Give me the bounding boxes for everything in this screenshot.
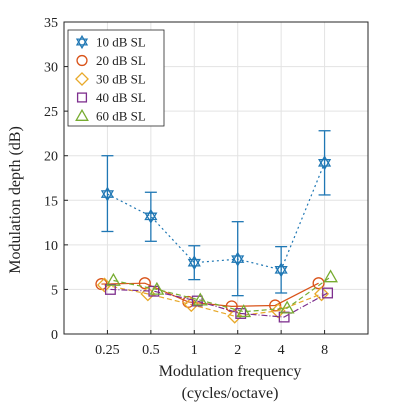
- legend-label: 10 dB SL: [96, 35, 146, 50]
- y-tick-label: 10: [44, 239, 58, 254]
- square-marker: [76, 92, 88, 103]
- legend-entry: 60 dB SL: [75, 108, 146, 124]
- y-tick-label: 30: [44, 61, 58, 76]
- hexagram-marker-part: [187, 258, 201, 271]
- legend-entry: 20 dB SL: [76, 53, 146, 68]
- series-line: [104, 284, 322, 317]
- series-60-db-sl: [106, 269, 338, 318]
- circle-marker: [76, 54, 88, 67]
- x-tick-label: 8: [321, 343, 328, 358]
- triangle-marker: [106, 272, 121, 286]
- series-line: [113, 276, 331, 313]
- hexagram-marker-part: [274, 262, 288, 274]
- triangle-marker: [149, 281, 165, 295]
- legend-entry: 40 dB SL: [76, 90, 146, 105]
- hexagram-marker-part: [317, 155, 332, 167]
- y-axis-ticks: 0 5 10 15 20 25 30 35: [44, 16, 68, 343]
- hexagram-marker: [75, 34, 89, 50]
- hexagram-marker: [231, 251, 245, 267]
- series-line: [107, 162, 326, 271]
- circle-marker: [269, 299, 282, 312]
- y-axis-label: Modulation depth (dB): [7, 126, 24, 274]
- hexagram-marker-part: [75, 34, 89, 46]
- series-40-db-sl: [104, 283, 334, 323]
- triangle-marker: [192, 292, 208, 306]
- y-tick-label: 0: [51, 328, 58, 343]
- hexagram-marker-part: [100, 186, 115, 198]
- legend-entries: 10 dB SL 20 dB SL 30 dB SL 40 dB SL 60 dB SL: [75, 34, 146, 124]
- hexagram-marker: [144, 208, 158, 224]
- circle-marker: [138, 277, 151, 290]
- x-tick-label: 1: [191, 343, 198, 358]
- legend-label: 40 dB SL: [96, 90, 146, 105]
- x-axis-label: Modulation frequency: [159, 363, 302, 380]
- legend-label: 30 dB SL: [96, 72, 146, 87]
- series-10-db-sl: [100, 130, 332, 297]
- triangle-marker: [279, 300, 295, 314]
- legend-box: [67, 29, 165, 127]
- hexagram-marker-part: [187, 255, 201, 267]
- hexagram-marker-part: [231, 255, 245, 267]
- x-tick-label: 4: [278, 343, 285, 358]
- x-tick-label: 0.25: [95, 343, 120, 358]
- triangle-marker: [323, 269, 338, 283]
- y-tick-label: 20: [44, 150, 58, 165]
- hexagram-marker: [187, 255, 201, 271]
- x-axis-label-units: (cycles/octave): [182, 385, 279, 402]
- circle-marker: [312, 277, 325, 290]
- series-30-db-sl: [96, 277, 330, 324]
- y-tick-label: 5: [51, 283, 58, 298]
- series-line: [110, 288, 328, 318]
- hexagram-marker: [274, 262, 288, 278]
- y-tick-label: 25: [44, 105, 58, 120]
- diamond-marker: [314, 286, 330, 302]
- plot-frame: [63, 21, 369, 335]
- x-axis-ticks: 0.25 0.5 1 2 4 8: [95, 330, 328, 358]
- diamond-marker: [75, 72, 89, 86]
- legend: 10 dB SL 20 dB SL 30 dB SL 40 dB SL 60 dB SL: [67, 29, 165, 127]
- hexagram-marker-part: [144, 208, 158, 221]
- hexagram-marker-part: [274, 266, 288, 278]
- legend-label: 60 dB SL: [96, 109, 146, 124]
- triangle-marker: [236, 304, 252, 318]
- legend-label: 20 dB SL: [96, 53, 146, 68]
- y-tick-label: 15: [44, 194, 58, 209]
- square-marker: [322, 287, 334, 299]
- x-tick-label: 2: [234, 343, 241, 358]
- hexagram-marker-part: [317, 159, 332, 171]
- series-layer: [95, 130, 338, 324]
- legend-entry: 10 dB SL: [75, 34, 146, 50]
- hexagram-marker: [317, 155, 332, 171]
- hexagram-marker: [100, 186, 115, 202]
- y-tick-label: 35: [44, 16, 58, 31]
- hexagram-marker-part: [231, 251, 245, 263]
- triangle-marker: [75, 108, 89, 121]
- x-tick-label: 0.5: [142, 343, 160, 358]
- square-marker: [235, 308, 247, 319]
- legend-entry: 30 dB SL: [75, 72, 146, 87]
- square-marker: [148, 285, 160, 297]
- hexagram-marker-part: [144, 212, 158, 224]
- hexagram-marker-part: [100, 190, 115, 202]
- hexagram-marker-part: [75, 38, 89, 50]
